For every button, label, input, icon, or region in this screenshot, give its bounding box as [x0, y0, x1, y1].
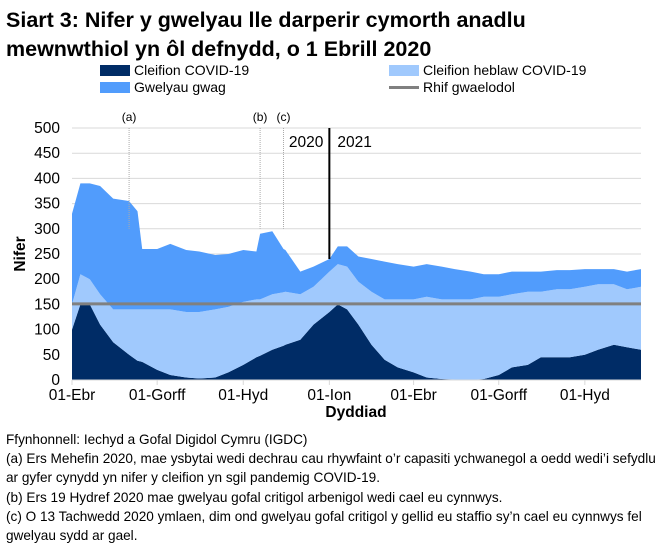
legend-label-non-covid: Cleifion heblaw COVID-19 — [423, 62, 587, 78]
y-tick-label: 0 — [51, 372, 60, 389]
y-tick-label: 50 — [43, 347, 61, 364]
y-tick-label: 450 — [34, 145, 60, 162]
footnote-source: Ffynhonnell: Iechyd a Gofal Digidol Cymr… — [6, 432, 308, 447]
y-tick-label: 100 — [34, 322, 60, 339]
y-tick-label: 150 — [34, 296, 60, 313]
legend-label-covid: Cleifion COVID-19 — [134, 62, 250, 78]
x-tick-label: 01-Ebr — [49, 387, 96, 404]
y-tick-label: 400 — [34, 170, 60, 187]
annotation-label: (a) — [122, 110, 137, 124]
legend-swatch-non-covid — [389, 65, 419, 76]
y-axis-title: Nifer — [12, 236, 29, 271]
footnotes: Ffynhonnell: Iechyd a Gofal Digidol Cymr… — [6, 430, 656, 545]
x-tick-label: 01-Hyd — [218, 387, 268, 404]
footnote-a: (a) Ers Mehefin 2020, mae ysbytai wedi d… — [6, 451, 656, 486]
chart-title: Siart 3: Nifer y gwelyau lle darperir cy… — [6, 6, 656, 64]
x-tick-label: 01-Gorff — [129, 387, 186, 404]
annotation-label: (b) — [253, 110, 268, 124]
year-label-2020: 2020 — [289, 134, 324, 151]
footnote-b: (b) Ers 19 Hydref 2020 mae gwelyau gofal… — [6, 489, 503, 505]
legend-swatch-empty — [100, 82, 130, 93]
legend-swatch-covid — [100, 65, 130, 76]
legend-swatch-baseline — [389, 86, 419, 89]
annotation-label: (c) — [277, 110, 291, 124]
x-tick-label: 01-Ebr — [390, 387, 437, 404]
area-empty — [72, 183, 641, 312]
y-tick-label: 350 — [34, 196, 60, 213]
area-non-covid — [72, 264, 641, 380]
year-label-2021: 2021 — [337, 134, 371, 151]
y-tick-label: 300 — [34, 221, 60, 238]
area-covid — [72, 304, 641, 380]
legend-label-empty: Gwelyau gwag — [134, 79, 226, 95]
x-tick-label: 01-Hyd — [560, 387, 610, 404]
legend-label-baseline: Rhif gwaelodol — [423, 79, 515, 95]
x-tick-label: 01-Gorff — [470, 387, 527, 404]
x-axis-title: Dyddiad — [325, 404, 386, 421]
x-tick-label: 01-Ion — [307, 387, 351, 404]
title-line-1: Siart 3: Nifer y gwelyau lle darperir cy… — [6, 8, 526, 32]
footnote-c: (c) O 13 Tachwedd 2020 ymlaen, dim ond g… — [6, 508, 642, 544]
y-tick-label: 200 — [34, 271, 60, 288]
title-line-2: mewnwthiol yn ôl defnydd, o 1 Ebrill 202… — [6, 37, 432, 61]
y-tick-label: 500 — [34, 120, 60, 137]
y-tick-label: 250 — [34, 246, 60, 263]
plot-area: 0 50 100 150 200 250 300 350 400 450 500 (a) (b) (c) 2… — [12, 110, 641, 421]
